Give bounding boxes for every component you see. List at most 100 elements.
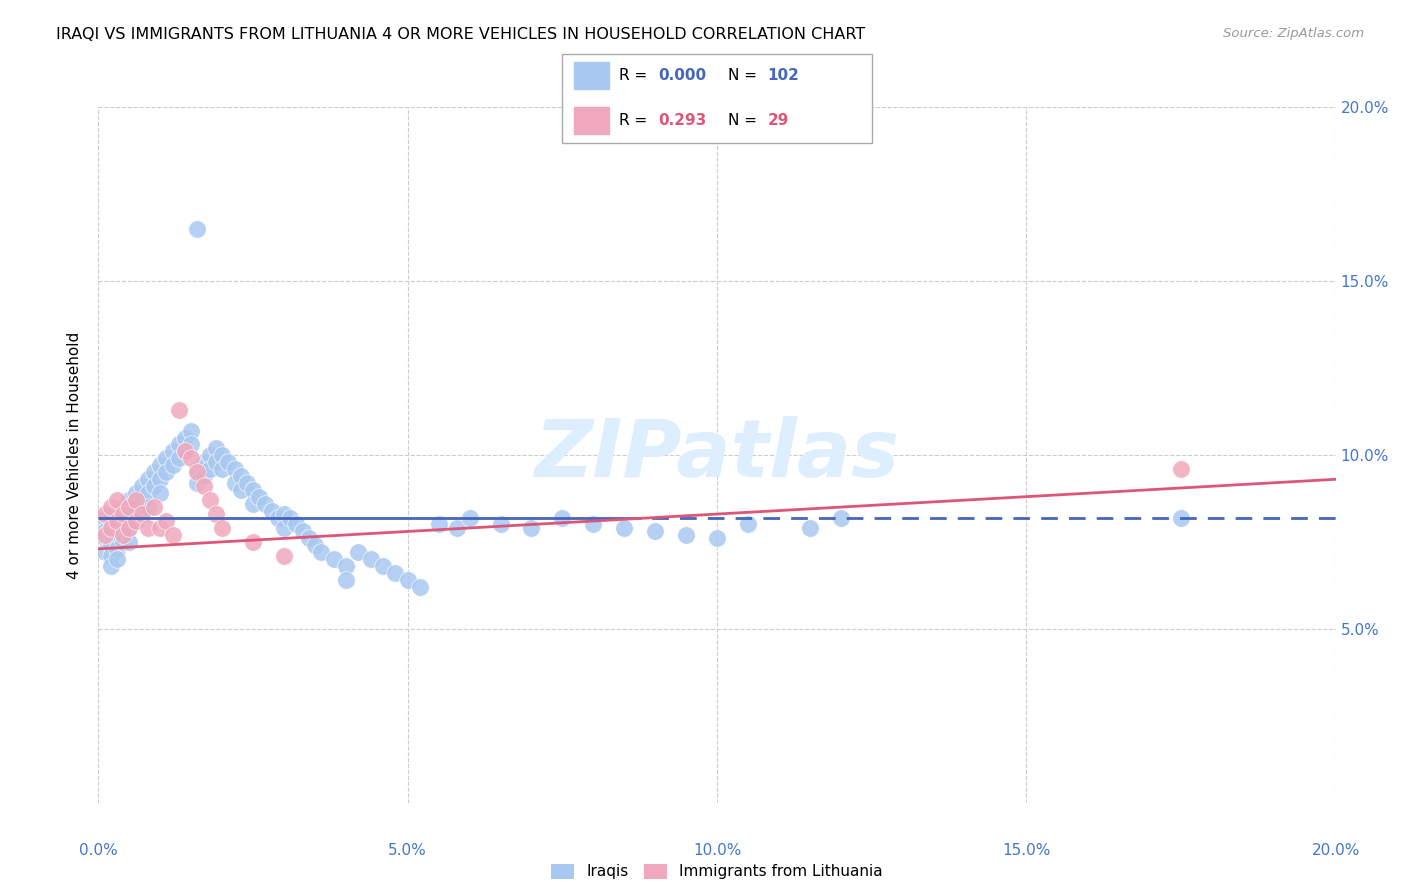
Point <box>136 472 159 486</box>
Text: R =: R = <box>619 69 647 83</box>
Point <box>267 510 290 524</box>
Point <box>347 545 370 559</box>
Point <box>93 507 115 521</box>
Point <box>409 580 432 594</box>
Point <box>180 437 202 451</box>
Point <box>162 444 184 458</box>
Point <box>105 514 128 528</box>
Point <box>205 441 228 455</box>
Point <box>131 507 153 521</box>
Point <box>260 503 283 517</box>
Point <box>124 493 146 508</box>
Point <box>112 500 135 514</box>
Point <box>254 497 277 511</box>
Point <box>100 510 122 524</box>
Point <box>198 448 221 462</box>
Point <box>211 462 233 476</box>
Point <box>118 534 141 549</box>
Point <box>285 517 308 532</box>
Point <box>458 510 481 524</box>
Point <box>551 510 574 524</box>
Text: 10.0%: 10.0% <box>693 843 741 858</box>
Point <box>675 528 697 542</box>
Point <box>489 517 512 532</box>
Point <box>105 493 128 508</box>
Legend: Iraqis, Immigrants from Lithuania: Iraqis, Immigrants from Lithuania <box>546 857 889 886</box>
Text: 5.0%: 5.0% <box>388 843 427 858</box>
Point <box>100 528 122 542</box>
Point <box>273 507 295 521</box>
Point <box>186 475 208 490</box>
Point <box>136 521 159 535</box>
Point <box>396 573 419 587</box>
Point <box>186 466 208 480</box>
Point <box>360 552 382 566</box>
Point <box>198 462 221 476</box>
Point <box>371 559 394 574</box>
Point <box>242 534 264 549</box>
Point <box>124 514 146 528</box>
Point <box>322 552 344 566</box>
Point <box>247 490 270 504</box>
Point <box>613 521 636 535</box>
Point <box>193 479 215 493</box>
Point <box>124 514 146 528</box>
Point <box>427 517 450 532</box>
Text: N =: N = <box>728 113 758 128</box>
Text: ZIPatlas: ZIPatlas <box>534 416 900 494</box>
Point <box>174 444 197 458</box>
Point <box>155 514 177 528</box>
Point <box>198 493 221 508</box>
Point <box>112 534 135 549</box>
Point <box>211 521 233 535</box>
Point <box>273 549 295 563</box>
Point <box>167 402 190 417</box>
Point <box>229 483 252 497</box>
Point <box>167 451 190 466</box>
Point <box>273 521 295 535</box>
Point <box>582 517 605 532</box>
Point <box>229 468 252 483</box>
Point <box>136 500 159 514</box>
Point <box>193 468 215 483</box>
Point <box>180 451 202 466</box>
Point <box>143 479 166 493</box>
Point <box>167 437 190 451</box>
Point <box>105 517 128 532</box>
Point <box>143 500 166 514</box>
Point <box>278 510 301 524</box>
Point <box>124 500 146 514</box>
Point <box>520 521 543 535</box>
Point <box>136 486 159 500</box>
Point <box>93 528 115 542</box>
Point <box>100 521 122 535</box>
Point <box>112 510 135 524</box>
Point <box>149 458 172 473</box>
Point <box>131 493 153 508</box>
Point <box>118 521 141 535</box>
Point <box>335 573 357 587</box>
Point <box>737 517 759 532</box>
Point <box>100 521 122 535</box>
Point <box>112 528 135 542</box>
Point <box>118 493 141 508</box>
Text: R =: R = <box>619 113 647 128</box>
Point <box>100 538 122 552</box>
Point <box>131 479 153 493</box>
Point <box>242 497 264 511</box>
Point <box>149 521 172 535</box>
Point <box>105 528 128 542</box>
Point <box>143 466 166 480</box>
Text: 102: 102 <box>768 69 800 83</box>
Point <box>162 528 184 542</box>
Point <box>309 545 332 559</box>
Point <box>186 221 208 235</box>
Point <box>105 552 128 566</box>
Point <box>93 524 115 539</box>
Point <box>93 545 115 559</box>
Point <box>236 475 259 490</box>
Point <box>155 451 177 466</box>
Point <box>1170 462 1192 476</box>
Text: Source: ZipAtlas.com: Source: ZipAtlas.com <box>1223 27 1364 40</box>
Point <box>335 559 357 574</box>
